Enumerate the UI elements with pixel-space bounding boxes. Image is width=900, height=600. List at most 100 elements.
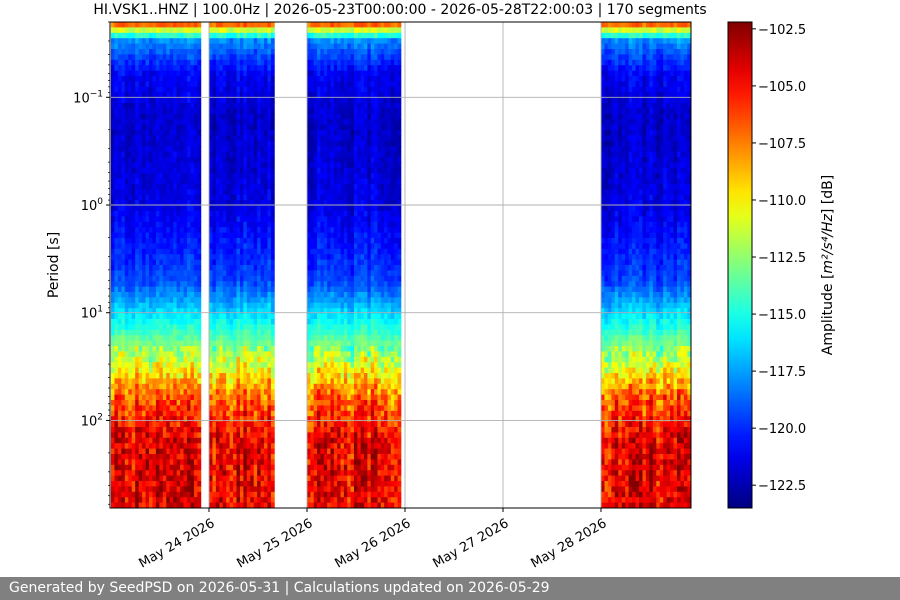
heatmap-cell bbox=[219, 151, 224, 158]
heatmap-cell bbox=[145, 130, 150, 136]
heatmap-cell bbox=[270, 335, 275, 341]
heatmap-cell bbox=[337, 351, 341, 358]
heatmap-cell bbox=[169, 491, 174, 498]
heatmap-cell bbox=[257, 340, 261, 347]
heatmap-cell bbox=[124, 157, 129, 163]
heatmap-cell bbox=[142, 167, 146, 174]
heatmap-cell bbox=[187, 130, 191, 136]
heatmap-cell bbox=[180, 92, 184, 98]
heatmap-cell bbox=[337, 378, 341, 385]
heatmap-cell bbox=[212, 32, 217, 39]
heatmap-cell bbox=[190, 157, 195, 163]
heatmap-cell bbox=[226, 146, 231, 152]
heatmap-cell bbox=[142, 427, 146, 433]
heatmap-cell bbox=[307, 275, 311, 282]
heatmap-cell bbox=[264, 173, 268, 179]
heatmap-cell bbox=[111, 302, 115, 309]
heatmap-cell bbox=[197, 92, 202, 98]
heatmap-cell bbox=[260, 329, 265, 336]
heatmap-cell bbox=[337, 297, 341, 304]
heatmap-cell bbox=[317, 362, 321, 368]
heatmap-cell bbox=[173, 32, 178, 39]
heatmap-cell bbox=[190, 38, 195, 44]
heatmap-cell bbox=[180, 497, 184, 503]
heatmap-cell bbox=[209, 362, 213, 368]
heatmap-cell bbox=[222, 243, 227, 250]
heatmap-cell bbox=[135, 308, 140, 314]
heatmap-cell bbox=[333, 281, 338, 287]
heatmap-cell bbox=[187, 389, 191, 395]
heatmap-cell bbox=[270, 27, 275, 34]
heatmap-cell bbox=[121, 162, 126, 169]
heatmap-cell bbox=[131, 335, 136, 341]
heatmap-cell bbox=[124, 70, 129, 77]
heatmap-cell bbox=[135, 270, 140, 277]
heatmap-cell bbox=[270, 232, 275, 239]
heatmap-cell bbox=[209, 421, 213, 428]
heatmap-cell bbox=[173, 140, 178, 147]
heatmap-cell bbox=[229, 140, 234, 147]
heatmap-cell bbox=[307, 324, 311, 331]
heatmap-cell bbox=[250, 243, 255, 250]
heatmap-cell bbox=[212, 140, 217, 147]
heatmap-cell bbox=[267, 227, 272, 233]
heatmap-cell bbox=[264, 270, 268, 277]
heatmap-cell bbox=[187, 454, 191, 460]
heatmap-cell bbox=[222, 189, 227, 196]
heatmap-cell bbox=[313, 140, 318, 147]
heatmap-cell bbox=[176, 340, 181, 347]
heatmap-cell bbox=[152, 103, 157, 109]
heatmap-cell bbox=[327, 70, 331, 77]
heatmap-cell bbox=[229, 421, 234, 428]
heatmap-cell bbox=[246, 157, 251, 163]
heatmap-cell bbox=[159, 313, 164, 320]
heatmap-cell bbox=[176, 448, 181, 455]
heatmap-cell bbox=[183, 346, 188, 352]
heatmap-cell bbox=[219, 81, 224, 88]
heatmap-cell bbox=[142, 302, 146, 309]
heatmap-cell bbox=[337, 319, 341, 325]
heatmap-cell bbox=[149, 254, 153, 260]
heatmap-cell bbox=[236, 394, 241, 401]
heatmap-cell bbox=[337, 103, 341, 109]
heatmap-cell bbox=[229, 135, 234, 142]
heatmap-cell bbox=[176, 221, 181, 228]
heatmap-cell bbox=[114, 189, 119, 196]
heatmap-cell bbox=[138, 427, 143, 433]
heatmap-cell bbox=[209, 459, 213, 466]
heatmap-cell bbox=[250, 140, 255, 147]
heatmap-cell bbox=[246, 124, 251, 131]
heatmap-cell bbox=[264, 475, 268, 482]
heatmap-cell bbox=[187, 481, 191, 487]
heatmap-cell bbox=[117, 22, 122, 28]
heatmap-cell bbox=[257, 178, 261, 185]
heatmap-cell bbox=[264, 113, 268, 120]
heatmap-cell bbox=[233, 162, 237, 169]
heatmap-cell bbox=[180, 281, 184, 287]
heatmap-cell bbox=[138, 464, 143, 471]
heatmap-cell bbox=[149, 394, 153, 401]
heatmap-cell bbox=[239, 464, 244, 471]
heatmap-cell bbox=[190, 221, 195, 228]
heatmap-cell bbox=[193, 86, 198, 93]
heatmap-cell bbox=[142, 119, 146, 125]
heatmap-cell bbox=[215, 378, 220, 385]
heatmap-cell bbox=[243, 459, 248, 466]
heatmap-cell bbox=[270, 76, 275, 82]
heatmap-cell bbox=[152, 324, 157, 331]
heatmap-cell bbox=[197, 254, 202, 260]
heatmap-cell bbox=[128, 167, 133, 174]
heatmap-cell bbox=[114, 254, 119, 260]
heatmap-cell bbox=[138, 346, 143, 352]
heatmap-cell bbox=[162, 378, 167, 385]
heatmap-cell bbox=[246, 270, 251, 277]
heatmap-cell bbox=[197, 81, 202, 88]
heatmap-cell bbox=[197, 459, 202, 466]
heatmap-cell bbox=[117, 157, 122, 163]
heatmap-cell bbox=[264, 502, 268, 508]
heatmap-cell bbox=[193, 243, 198, 250]
heatmap-cell bbox=[337, 140, 341, 147]
heatmap-cell bbox=[239, 351, 244, 358]
heatmap-cell bbox=[337, 432, 341, 439]
heatmap-cell bbox=[257, 389, 261, 395]
